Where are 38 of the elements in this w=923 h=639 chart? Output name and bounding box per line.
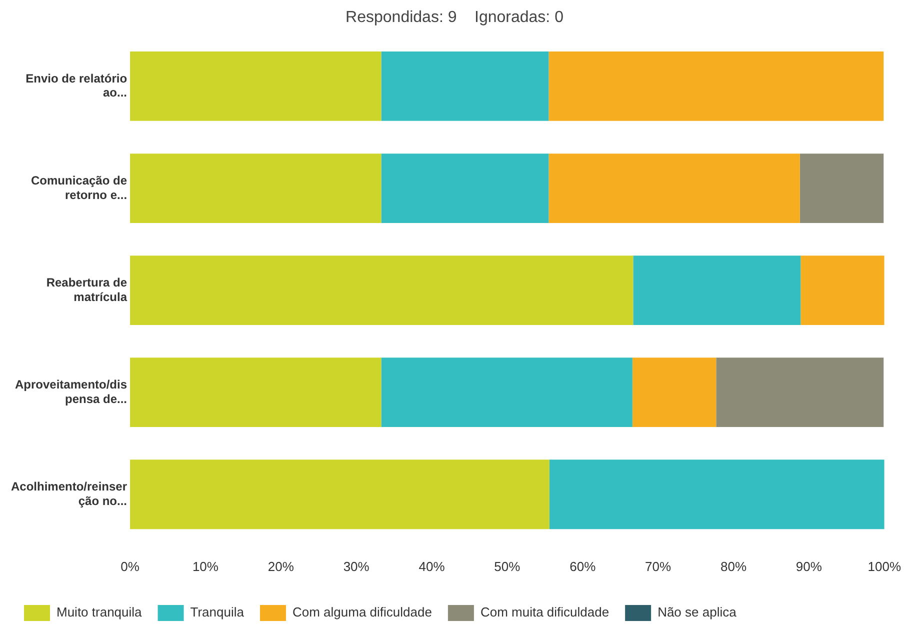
legend-label: Tranquila	[190, 604, 245, 620]
bar	[800, 256, 884, 325]
y-tick-label: Aproveitamento/dispensa de...	[14, 377, 128, 406]
bar	[381, 358, 632, 428]
x-tick-label: 0%	[120, 558, 140, 574]
x-tick-label: 30%	[343, 558, 370, 574]
x-tick-label: 10%	[192, 558, 219, 574]
bar	[130, 460, 550, 530]
legend-label: Com muita dificuldade	[480, 604, 610, 620]
bar	[130, 256, 634, 325]
bar	[633, 256, 801, 325]
x-tick-label: 90%	[796, 558, 822, 574]
bar	[381, 154, 549, 223]
bar	[381, 52, 549, 121]
bar	[800, 154, 884, 223]
legend-label: Muito tranquila	[56, 604, 143, 620]
bar	[548, 154, 800, 223]
bar	[130, 358, 382, 428]
x-tick-label: 40%	[418, 558, 446, 574]
x-tick-label: 100%	[868, 558, 902, 574]
y-tick-label: Acolhimento/reinserção no...	[10, 479, 128, 508]
legend-label: Não se aplica	[658, 604, 738, 620]
x-tick-label: 70%	[645, 558, 672, 574]
x-tick-label: 80%	[720, 558, 747, 574]
x-tick-label: 20%	[268, 558, 294, 574]
y-tick-label: Envio de relatório ao...	[26, 71, 128, 100]
x-tick-label: 60%	[570, 558, 596, 574]
x-tick-label: 50%	[494, 558, 521, 574]
bar	[632, 358, 716, 428]
y-tick-label: Comunicação de retorno e...	[30, 173, 128, 202]
bar	[548, 52, 884, 121]
bar	[130, 154, 382, 223]
y-tick-label: Reabertura de matrícula	[46, 275, 128, 304]
legend-label: Com alguma dificuldade	[292, 604, 432, 620]
bar	[716, 358, 884, 428]
bar	[549, 460, 884, 530]
bar	[130, 52, 382, 121]
chart-title: Respondidas: 9 Ignoradas: 0	[346, 9, 564, 26]
